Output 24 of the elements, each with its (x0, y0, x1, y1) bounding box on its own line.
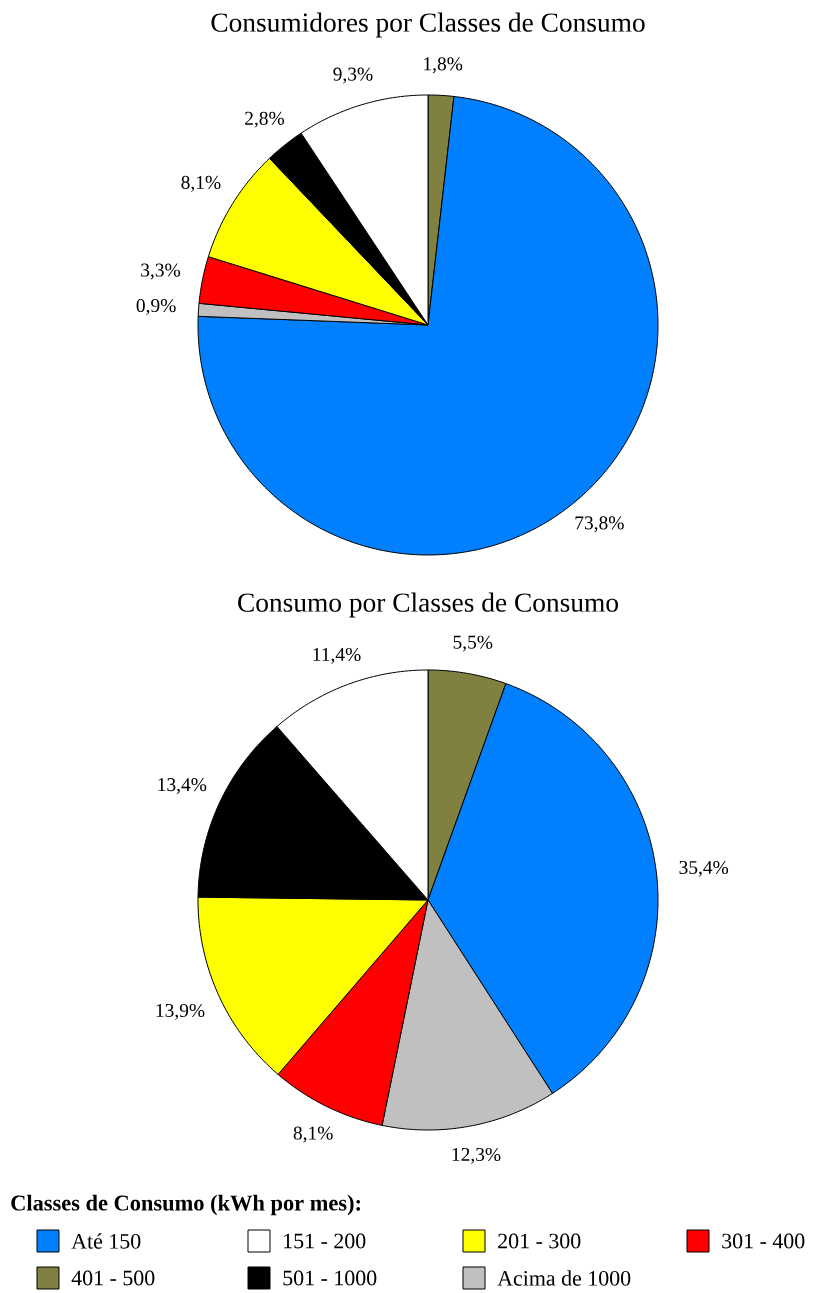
legend-label: 401 - 500 (71, 1270, 155, 1286)
data-label: 12,3% (452, 1147, 501, 1164)
legend-label: 201 - 300 (498, 1233, 581, 1249)
data-label: 5,5% (453, 635, 493, 652)
chart-title: Consumo por Classes de Consumo (238, 592, 618, 618)
data-label: 8,1% (181, 175, 221, 192)
data-label: 13,4% (158, 778, 207, 794)
legend-label: 501 - 1000 (283, 1270, 377, 1286)
data-label: 2,8% (245, 111, 285, 128)
legend-title: Classes de Consumo (kWh por mes): (11, 1194, 360, 1216)
legend-label: Até 150 (71, 1233, 141, 1249)
chart-title: Consumidores por Classes de Consumo (211, 12, 645, 38)
data-label: 0,9% (136, 298, 176, 315)
data-label: 1,8% (424, 57, 463, 74)
data-label: 35,4% (679, 860, 729, 877)
data-label: 11,4% (313, 647, 361, 664)
legend-label: 301 - 400 (722, 1233, 805, 1249)
legend-label: 151 - 200 (284, 1233, 366, 1249)
data-label: 8,1% (293, 1126, 333, 1143)
data-label: 3,3% (141, 263, 181, 280)
legend-label: Acima de 1000 (497, 1270, 631, 1286)
data-label: 73,8% (575, 516, 624, 533)
data-label: 9,3% (333, 67, 373, 84)
data-label: 13,9% (156, 1003, 205, 1020)
